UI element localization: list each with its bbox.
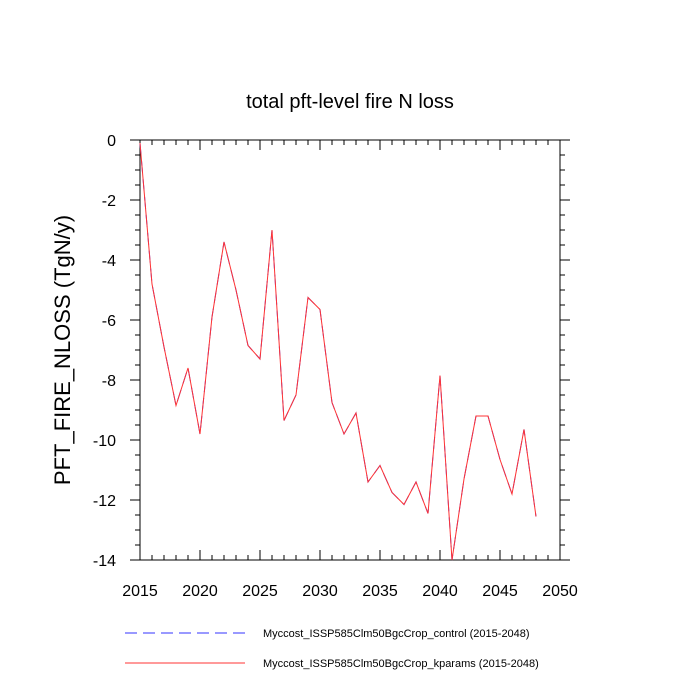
y-tick-label: -10 (93, 433, 116, 450)
y-tick-label: -12 (93, 493, 116, 510)
x-tick-label: 2050 (542, 583, 578, 600)
y-tick-label: 0 (107, 133, 116, 150)
series-lines (139, 142, 537, 561)
chart-title: total pft-level fire N loss (246, 91, 454, 113)
x-tick-label: 2025 (242, 583, 278, 600)
x-tick-label: 2030 (302, 583, 338, 600)
series-line-control (139, 142, 537, 561)
plot-frame (139, 139, 561, 561)
y-tick-label: -6 (102, 313, 116, 330)
series-line-kparams (139, 142, 537, 561)
y-tick-label: -2 (102, 193, 116, 210)
legend-label: Myccost_ISSP585Clm50BgcCrop_kparams (201… (263, 658, 539, 670)
x-tick-label: 2040 (422, 583, 458, 600)
x-tick-label: 2045 (482, 583, 518, 600)
axis-ticks: 2015 2020 2025 2030 2035 2040 2045 2050 0 -2 -4 -6 -… (93, 133, 578, 600)
legend-label: Myccost_ISSP585Clm50BgcCrop_control (201… (263, 628, 530, 640)
x-tick-label: 2020 (182, 583, 218, 600)
y-tick-label: -8 (102, 373, 116, 390)
y-tick-label: -14 (93, 553, 116, 570)
legend: Myccost_ISSP585Clm50BgcCrop_control (201… (125, 628, 539, 670)
y-axis-label: PFT_FIRE_NLOSS (TgN/y) (50, 215, 75, 485)
y-tick-label: -4 (102, 253, 116, 270)
x-tick-label: 2035 (362, 583, 398, 600)
x-tick-label: 2015 (122, 583, 158, 600)
